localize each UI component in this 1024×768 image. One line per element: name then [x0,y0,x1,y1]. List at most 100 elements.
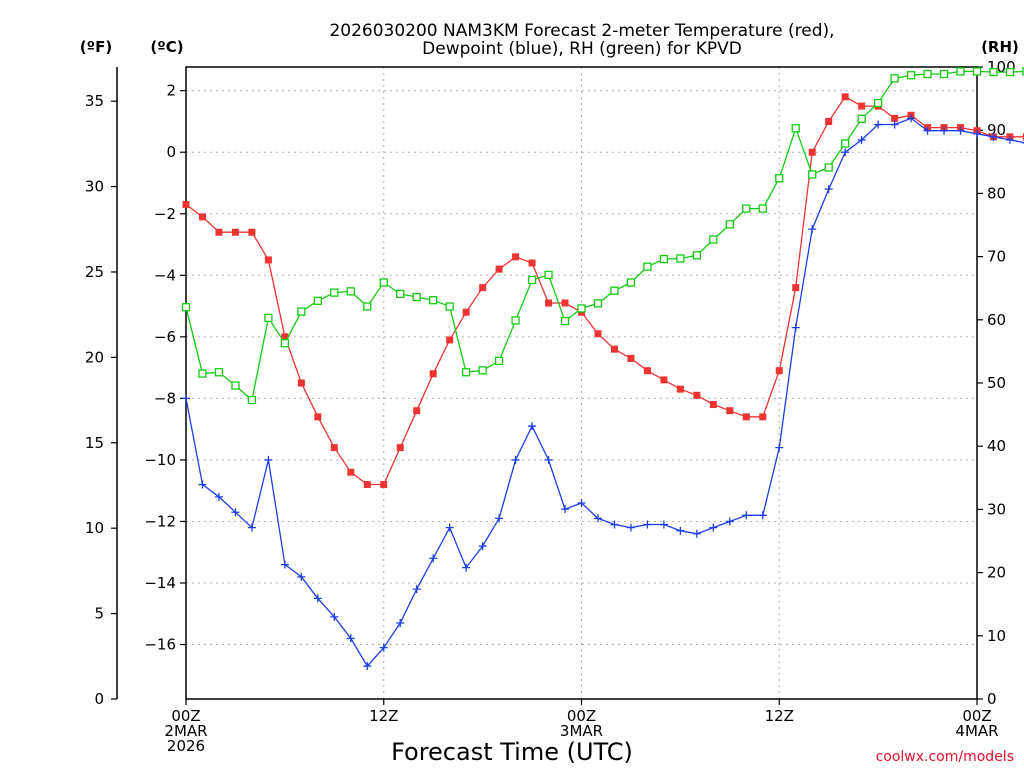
dewpoint-point [659,520,668,529]
dewpoint-point [346,634,355,643]
dewpoint-point [412,585,421,594]
x-tick-label: 00Z [567,707,596,725]
chart-axes: 20−2−4−6−8−10−12−14−16051015202530350102… [85,58,1016,755]
rh-point [873,98,883,108]
x-tick-label: 4MAR [955,722,998,740]
celsius-tick-label: −6 [154,328,176,346]
temperature-point [742,413,750,421]
temperature-point [347,468,355,476]
temperature-point [446,336,454,344]
temperature-point [198,213,206,221]
dewpoint-point [725,517,734,526]
temperature-point [363,481,371,489]
dewpoint-point [544,455,553,464]
rh-point [544,270,553,280]
dewpoint-point [297,572,306,581]
dewpoint-point [643,520,652,529]
temperature-point [281,333,289,341]
dewpoint-point [593,514,602,523]
celsius-tick-label: −10 [144,451,176,469]
fahrenheit-unit-label: (ºF) [80,38,112,56]
rh-point [527,275,537,285]
rh-point [742,204,751,213]
credit-label: coolwx.com/models [876,749,1014,765]
celsius-unit-label: (ºC) [150,38,183,56]
celsius-tick-label: 0 [166,143,176,161]
rh-point [181,303,191,312]
rh-point [939,69,949,79]
rh-point [330,288,339,297]
dewpoint-point [330,612,339,621]
rh-tick-label: 50 [987,374,1006,392]
temperature-point [808,148,816,156]
temperature-point [297,379,305,387]
temperature-point [182,201,190,209]
dewpoint-point [1005,135,1014,144]
fahrenheit-tick-label: 30 [85,178,104,196]
dewpoint-point [989,132,998,141]
temperature-point [231,228,239,236]
temperature-point [660,376,668,384]
dewpoint-point [874,120,883,129]
temperature-point [479,284,487,292]
temperature-point [627,354,635,362]
rh-point [659,254,669,264]
celsius-tick-label: −12 [144,512,176,530]
temperature-point [264,256,272,264]
rh-point [198,369,207,378]
rh-point [808,170,817,179]
temperature-point [396,444,404,452]
dewpoint-point [445,523,454,532]
chart-title-line-1: 2026030200 NAM3KM Forecast 2-meter Tempe… [329,21,834,41]
temperature-point [495,265,503,273]
temperature-point [610,345,618,353]
temperature-point [528,259,536,267]
temperature-point [891,114,899,122]
rh-point [709,235,718,244]
chart-title-line-2: Dewpoint (blue), RH (green) for KPVD [422,39,742,59]
temperature-point [248,228,256,236]
temperature-point [643,367,651,375]
rh-point [445,302,454,311]
celsius-tick-label: −16 [144,636,176,654]
rh-point [396,289,405,299]
x-tick-label: 3MAR [560,722,603,740]
temperature-point [429,370,437,378]
dewpoint-point [940,126,949,135]
celsius-tick-label: 2 [166,82,176,100]
rh-point [824,163,833,172]
rh-point [989,67,998,77]
temperature-point [792,284,800,292]
rh-point [692,251,702,260]
dewpoint-point [857,135,866,144]
x-tick-label: 12Z [369,707,398,725]
dewpoint-point [363,662,372,671]
rh-tick-label: 70 [987,248,1006,266]
rh-tick-label: 60 [987,311,1006,329]
rh-point [725,220,734,229]
dewpoint-point [923,126,932,135]
rh-point [264,313,273,323]
dewpoint-point [841,148,850,157]
temperature-point [775,367,783,375]
dewpoint-point [528,422,537,431]
temperature-point [545,299,553,307]
temperature-point [825,117,833,125]
dewpoint-point [907,114,916,123]
x-tick-label: 2MAR [164,722,207,740]
x-tick-label: 2026 [167,737,205,755]
dewpoint-point [561,505,570,514]
rh-point [1005,67,1015,77]
rh-point [346,287,355,296]
dewpoint-point [511,455,520,464]
temperature-point [314,413,322,421]
rh-point [643,262,652,271]
fahrenheit-tick-label: 35 [85,92,104,110]
dewpoint-point [214,492,223,501]
x-axis-label: Forecast Time (UTC) [391,738,633,766]
rh-point [1022,67,1024,76]
dewpoint-point [824,185,833,194]
fahrenheit-tick-label: 0 [94,690,104,708]
rh-point [593,299,603,308]
